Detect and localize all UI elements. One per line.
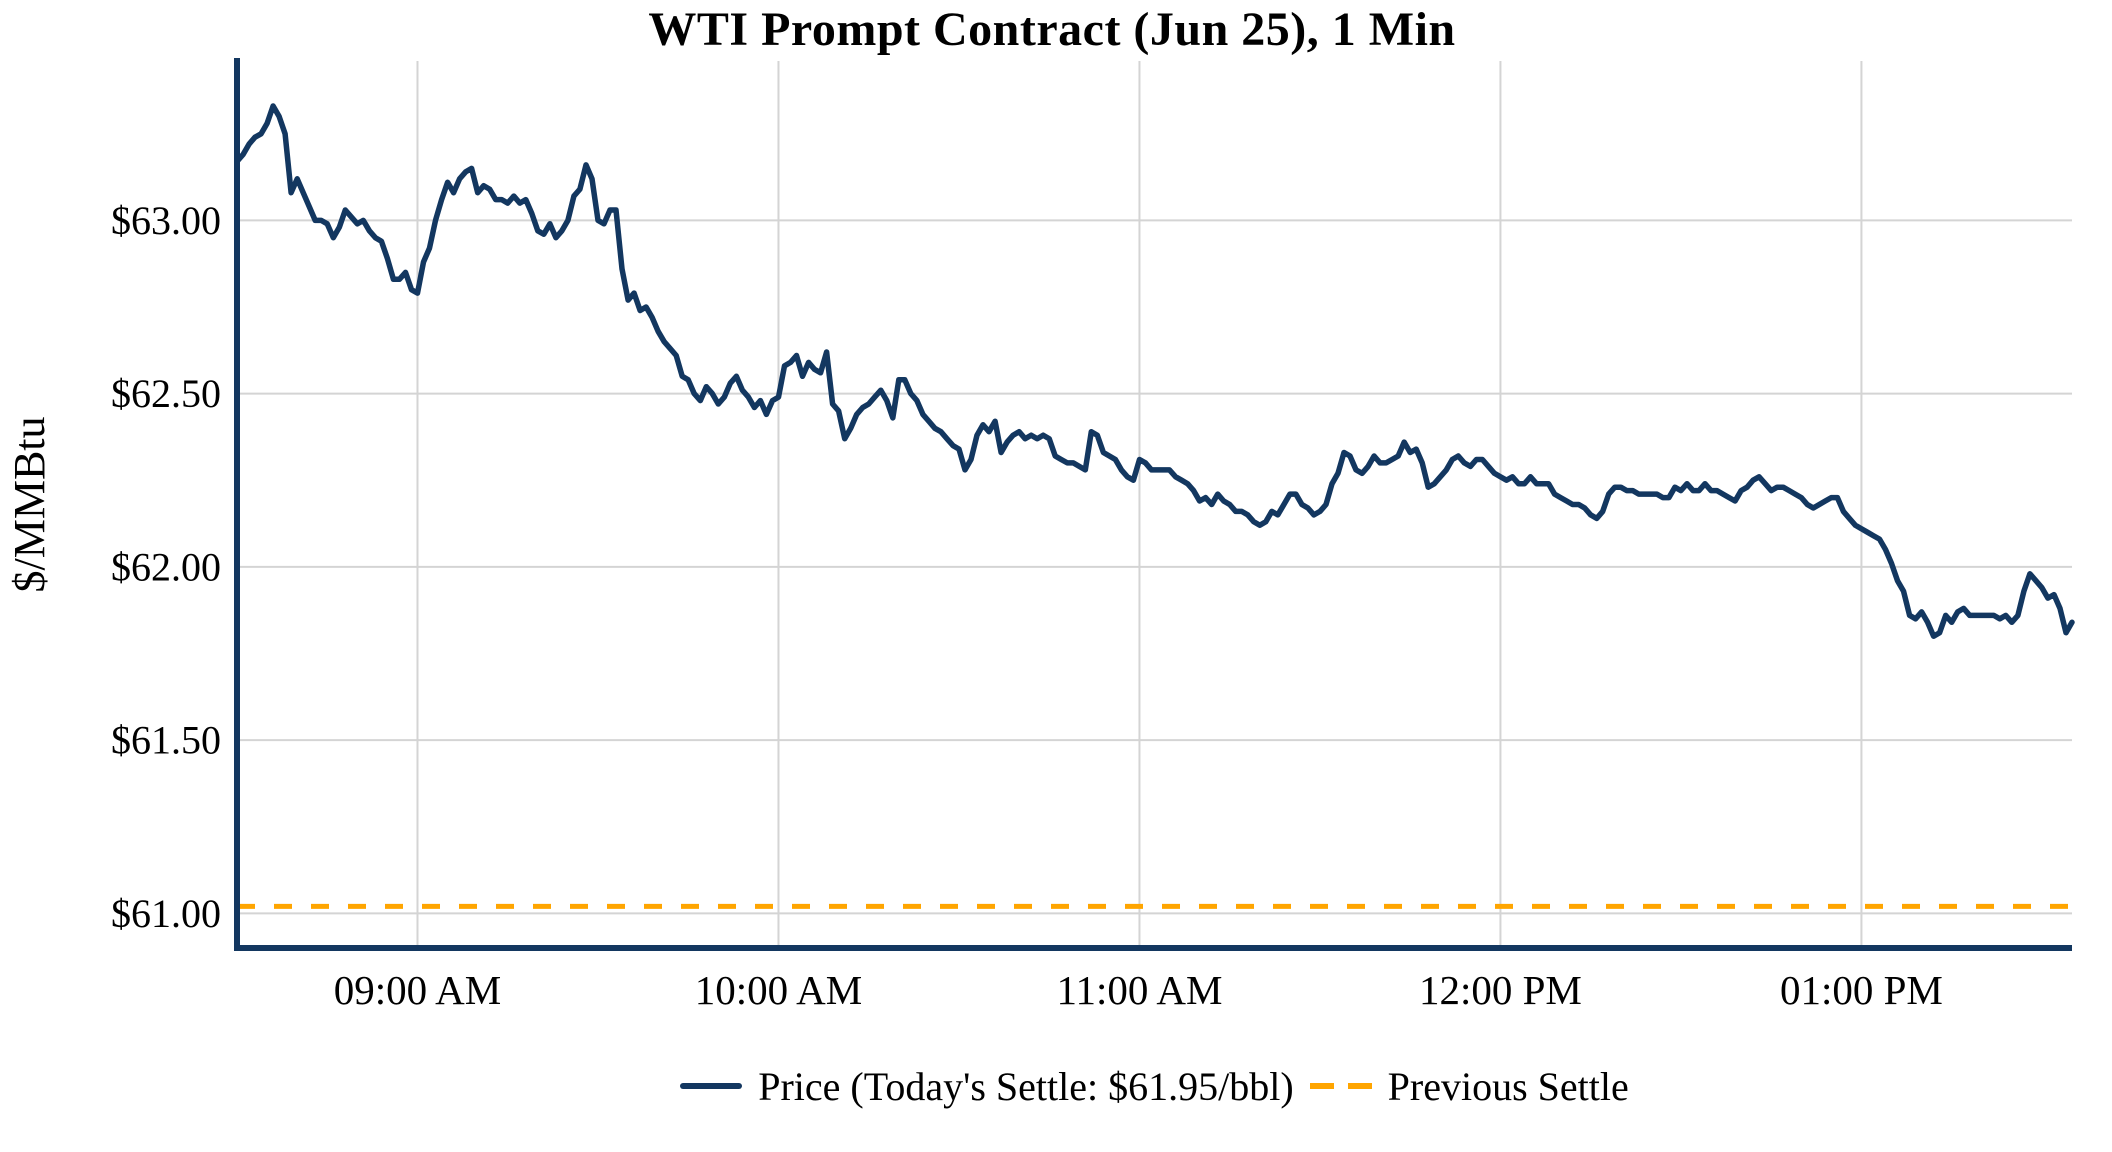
price-line-legend-swatch (680, 1083, 743, 1089)
x-tick-label: 10:00 AM (695, 967, 862, 1013)
x-tick-label: 09:00 AM (334, 967, 501, 1013)
chart-title: WTI Prompt Contract (Jun 25), 1 Min (648, 3, 1456, 56)
y-tick-label: $63.00 (111, 198, 221, 243)
previous-settle-legend-label: Previous Settle (1387, 1063, 1629, 1109)
price-legend-label: Price (Today's Settle: $61.95/bbl) (758, 1063, 1294, 1109)
y-tick-label: $61.50 (111, 718, 221, 763)
x-tick-label: 12:00 PM (1419, 967, 1582, 1013)
legend: Price (Today's Settle: $61.95/bbl) Previ… (237, 1058, 2072, 1114)
x-tick-label: 11:00 AM (1056, 967, 1222, 1013)
y-tick-label: $62.50 (111, 371, 221, 416)
y-tick-label: $61.00 (111, 891, 221, 936)
price-line (234, 103, 2075, 639)
y-tick-label: $62.00 (111, 544, 221, 589)
y-axis-title: $/MMBtu (5, 416, 54, 592)
previous-settle-legend-swatch (1309, 1083, 1372, 1089)
x-tick-label: 01:00 PM (1780, 967, 1943, 1013)
